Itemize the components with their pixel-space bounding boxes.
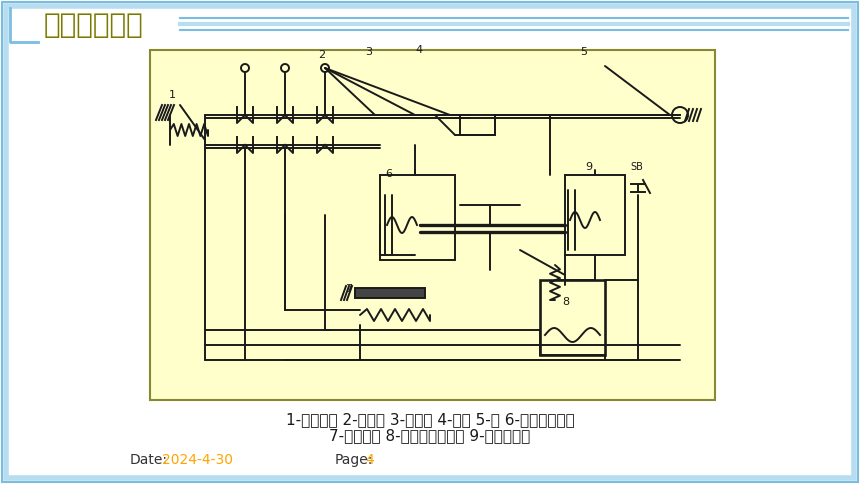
Text: 5: 5 bbox=[580, 47, 587, 57]
Text: 常用低压电器: 常用低压电器 bbox=[44, 11, 144, 39]
Bar bbox=[355, 288, 425, 298]
Text: 2: 2 bbox=[318, 50, 325, 60]
Text: 4: 4 bbox=[365, 453, 374, 467]
Text: 8: 8 bbox=[562, 297, 569, 307]
Text: 4: 4 bbox=[415, 45, 422, 55]
Text: 7-热脱扣器 8-欠压失压脱扣器 9-分励脱扣器: 7-热脱扣器 8-欠压失压脱扣器 9-分励脱扣器 bbox=[329, 428, 531, 443]
Bar bbox=[380, 175, 455, 260]
Text: 1-分闸弹簧 2-主触头 3-传动杆 4-锁扣 5-轴 6-过电流脱扣器: 1-分闸弹簧 2-主触头 3-传动杆 4-锁扣 5-轴 6-过电流脱扣器 bbox=[286, 412, 574, 427]
Bar bbox=[540, 280, 605, 355]
Text: Date:: Date: bbox=[130, 453, 168, 467]
Text: 3: 3 bbox=[365, 47, 372, 57]
Text: 2024-4-30: 2024-4-30 bbox=[162, 453, 233, 467]
Text: SB: SB bbox=[630, 162, 643, 172]
Bar bbox=[150, 50, 715, 400]
Text: 1: 1 bbox=[169, 90, 175, 100]
Text: Page:: Page: bbox=[335, 453, 373, 467]
Text: 9: 9 bbox=[585, 162, 593, 172]
Text: 6: 6 bbox=[385, 169, 392, 179]
Text: 7: 7 bbox=[345, 284, 352, 294]
Bar bbox=[565, 175, 625, 255]
